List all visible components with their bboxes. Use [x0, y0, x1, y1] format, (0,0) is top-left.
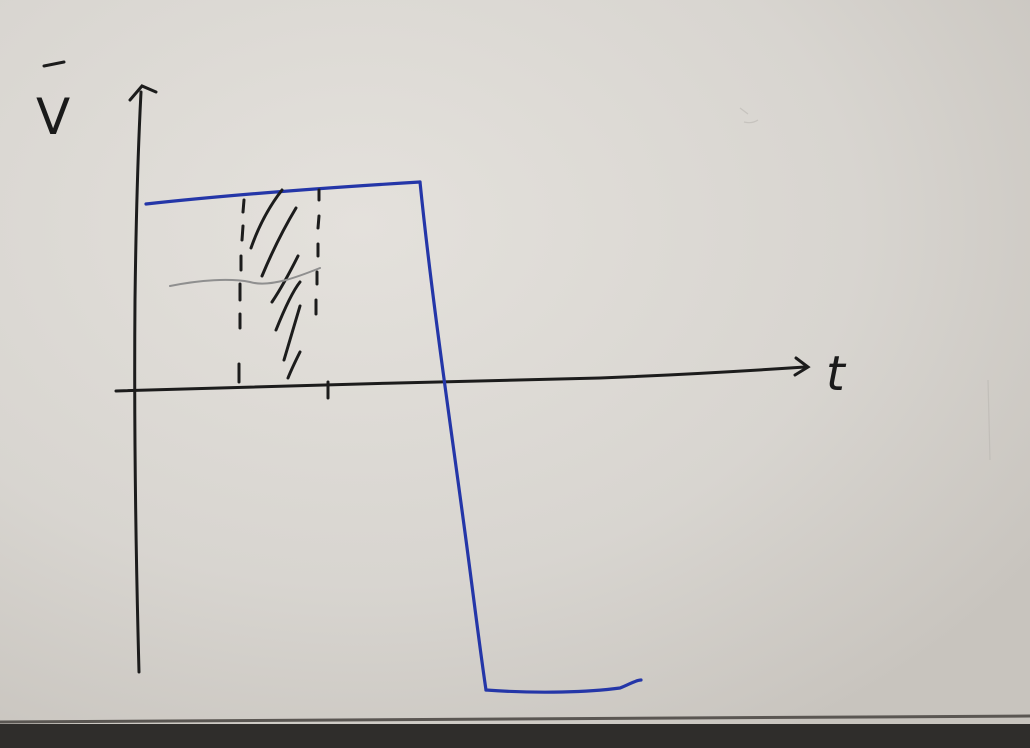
- y-axis: [128, 84, 158, 674]
- vector-bar: [42, 60, 66, 68]
- dashed-bounds: [237, 188, 330, 400]
- tray-edge: [0, 714, 1030, 724]
- x-axis-label-text: t: [826, 346, 847, 402]
- dashed-line-left: [237, 198, 246, 384]
- y-axis-arrowhead: [128, 84, 158, 102]
- board-smudges: [739, 107, 991, 461]
- y-axis-label-text: V: [36, 88, 70, 146]
- gray-stroke: [169, 267, 321, 287]
- blue-curve: [144, 180, 643, 694]
- x-axis: [114, 356, 811, 393]
- x-axis-label: t: [826, 346, 847, 402]
- dashed-line-right: [314, 188, 330, 400]
- y-axis-label: V: [36, 60, 70, 146]
- x-axis-arrowhead: [793, 356, 811, 377]
- marker-tray: [0, 724, 1030, 748]
